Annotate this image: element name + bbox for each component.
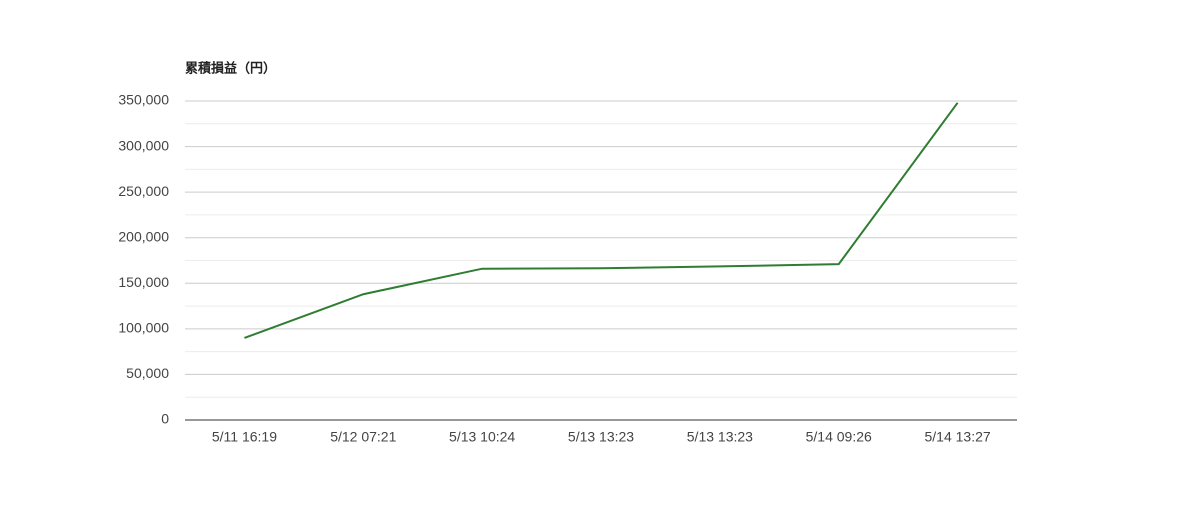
x-tick-label: 5/12 07:21 xyxy=(330,429,396,445)
x-tick-label: 5/13 13:23 xyxy=(568,429,634,445)
x-tick-label: 5/11 16:19 xyxy=(212,429,277,445)
line xyxy=(244,102,959,339)
x-tick-label: 5/13 10:24 xyxy=(449,429,515,445)
y-tick-label: 250,000 xyxy=(118,183,169,199)
y-tick-label: 50,000 xyxy=(126,365,169,381)
x-tick-label: 5/14 13:27 xyxy=(924,429,990,445)
x-tick-label: 5/14 09:26 xyxy=(806,429,872,445)
chart-title: 累積損益（円） xyxy=(185,60,276,75)
y-tick-label: 350,000 xyxy=(118,92,169,108)
y-tick-label: 150,000 xyxy=(118,274,169,290)
y-tick-label: 200,000 xyxy=(118,228,169,244)
y-tick-label: 0 xyxy=(161,411,169,427)
y-tick-label: 300,000 xyxy=(118,137,169,153)
x-tick-label: 5/13 13:23 xyxy=(687,429,753,445)
y-tick-label: 100,000 xyxy=(118,320,169,336)
